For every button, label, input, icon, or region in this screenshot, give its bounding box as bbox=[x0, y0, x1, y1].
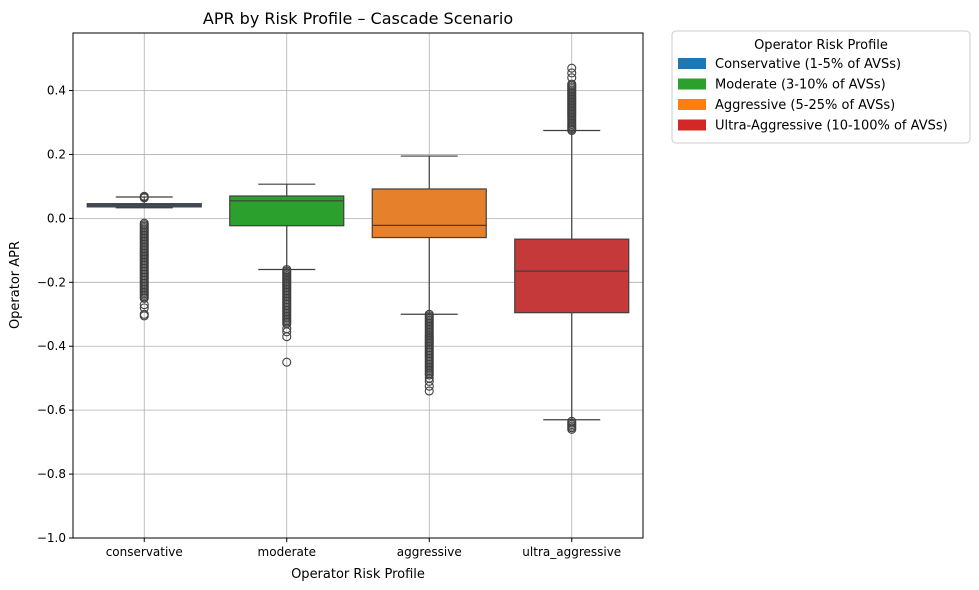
box-iqr bbox=[514, 238, 630, 314]
y-axis-label: Operator APR bbox=[8, 241, 23, 329]
box-iqr bbox=[371, 188, 487, 239]
legend-label: Ultra-Aggressive (10-100% of AVSs) bbox=[715, 119, 948, 134]
y-tick-label: 0.0 bbox=[47, 211, 66, 225]
outlier-point bbox=[424, 386, 434, 396]
legend-swatch bbox=[678, 78, 706, 90]
box-moderate bbox=[229, 183, 345, 367]
x-axis-label: Operator Risk Profile bbox=[291, 567, 425, 582]
outlier-point bbox=[424, 381, 434, 391]
x-axis: conservative moderate aggressive ultra_aggr… bbox=[106, 538, 621, 559]
outlier-point bbox=[282, 327, 292, 337]
legend-label: Moderate (3-10% of AVSs) bbox=[715, 78, 886, 93]
legend-label: Conservative (1-5% of AVSs) bbox=[715, 57, 901, 72]
y-tick-label: −0.6 bbox=[37, 403, 66, 417]
outlier-point bbox=[424, 376, 434, 386]
outlier-point bbox=[139, 300, 149, 310]
outlier-point bbox=[139, 191, 149, 201]
outlier-point bbox=[567, 416, 577, 426]
x-tick-label: conservative bbox=[106, 545, 183, 559]
box-ultra_aggressive bbox=[514, 63, 630, 434]
outlier-point bbox=[567, 68, 577, 78]
legend-frame bbox=[671, 30, 971, 144]
y-tick-label: −0.2 bbox=[37, 275, 66, 289]
x-tick-label: aggressive bbox=[397, 545, 462, 559]
y-tick-label: −1.0 bbox=[37, 531, 66, 545]
outlier-point bbox=[424, 309, 434, 319]
outlier-point bbox=[567, 79, 577, 89]
box-aggressive bbox=[371, 155, 487, 396]
outlier-point bbox=[567, 63, 577, 73]
y-tick-label: 0.4 bbox=[47, 84, 66, 98]
outlier-point bbox=[282, 264, 292, 275]
x-tick-label: ultra_aggressive bbox=[522, 545, 621, 559]
outlier-point bbox=[282, 357, 292, 367]
chart-title: APR by Risk Profile – Cascade Scenario bbox=[203, 9, 513, 28]
legend: Operator Risk Profile Conservative (1-5%… bbox=[671, 30, 971, 144]
y-axis: −1.0 −0.8 −0.6 −0.4 −0.2 0.0 0.2 0.4 bbox=[37, 84, 73, 545]
y-tick-label: −0.8 bbox=[37, 467, 66, 481]
outlier-point bbox=[139, 311, 149, 321]
x-tick-label: moderate bbox=[258, 545, 316, 559]
legend-label: Aggressive (5-25% of AVSs) bbox=[715, 98, 895, 113]
outlier-point bbox=[567, 73, 577, 83]
legend-swatch bbox=[678, 58, 706, 69]
outlier-point bbox=[139, 218, 149, 228]
box-conservative bbox=[86, 191, 202, 321]
y-tick-label: −0.4 bbox=[37, 339, 66, 353]
plot-frame bbox=[72, 32, 644, 539]
box-plots bbox=[86, 63, 630, 434]
y-tick-label: 0.2 bbox=[47, 147, 66, 161]
legend-swatch bbox=[678, 119, 706, 131]
outlier-point bbox=[282, 332, 292, 342]
legend-swatch bbox=[678, 99, 706, 110]
legend-title: Operator Risk Profile bbox=[754, 38, 888, 53]
